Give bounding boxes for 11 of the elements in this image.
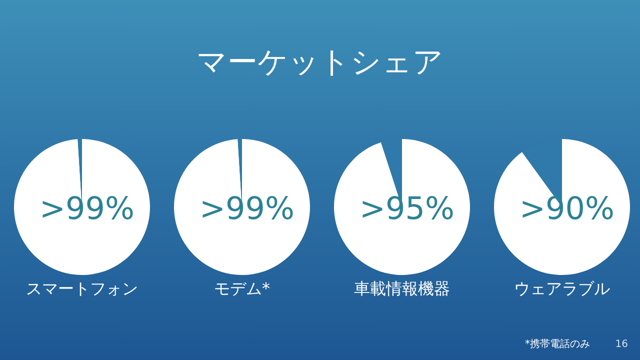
data-label: >95% [360, 191, 454, 227]
text: ウェアラブル [514, 279, 610, 298]
text: *携帯電話のみ [525, 338, 590, 350]
data-label: >90% [520, 191, 614, 227]
text: マーケットシェア [196, 45, 444, 80]
text: 車載情報機器 [354, 279, 450, 298]
data-label: >99% [40, 191, 134, 227]
text: モデム* [214, 279, 270, 298]
text: 16 [615, 339, 628, 350]
text: スマートフォン [26, 279, 138, 298]
data-label: >99% [200, 191, 294, 227]
